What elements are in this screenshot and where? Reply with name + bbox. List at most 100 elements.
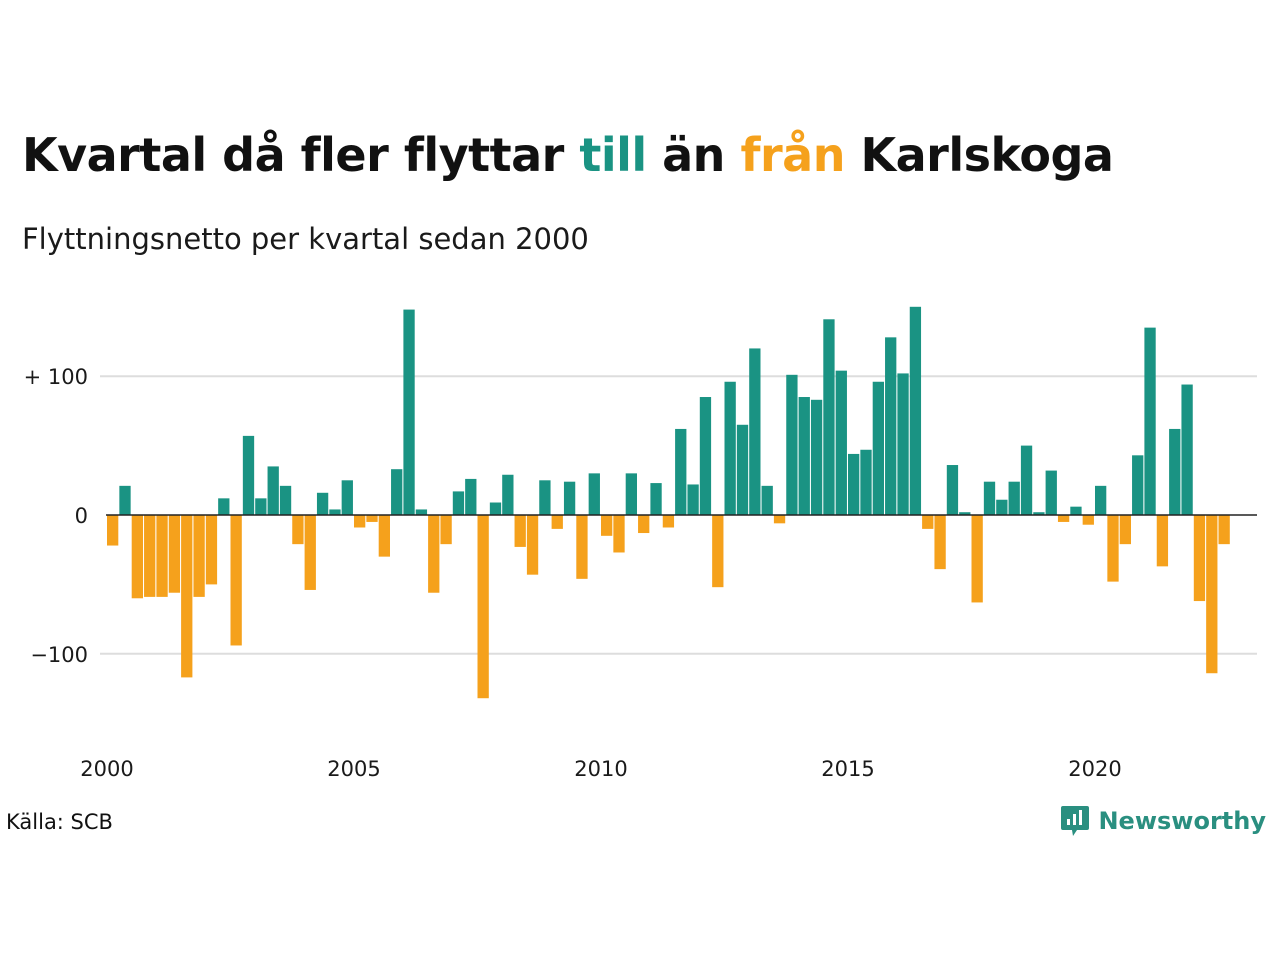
bar-positive — [650, 483, 662, 515]
bar-positive — [848, 453, 860, 515]
bar-negative — [292, 515, 304, 545]
bar-negative — [1107, 515, 1119, 582]
bar-negative — [144, 515, 156, 597]
bar-positive — [539, 480, 551, 515]
source-note: Källa: SCB — [6, 810, 113, 834]
bar-positive — [810, 399, 823, 515]
bar-negative — [638, 515, 650, 534]
bar-positive — [1144, 327, 1156, 515]
bar-positive — [786, 374, 798, 515]
bar-positive — [860, 449, 872, 515]
bar-negative — [601, 515, 613, 536]
x-tick-label: 2000 — [80, 757, 133, 781]
bar-positive — [415, 509, 428, 515]
y-tick-label: + 100 — [24, 365, 88, 389]
bar-positive — [946, 465, 959, 515]
bar-positive — [489, 502, 502, 515]
bar-positive — [1181, 384, 1193, 515]
bar-negative — [576, 515, 588, 579]
bar-positive — [1070, 506, 1082, 515]
bar-positive — [242, 435, 255, 515]
bar-negative — [514, 515, 526, 547]
bar-negative — [181, 515, 193, 678]
chart-title: Kvartal då fler flyttar till än från Kar… — [22, 128, 1114, 182]
bar-negative — [477, 515, 489, 699]
title-word-fran: från — [740, 128, 845, 182]
bar-positive — [897, 373, 909, 515]
bar-negative — [428, 515, 440, 593]
axes-group: + 100 0 −100 2000 2005 2010 2015 2020 — [24, 365, 1257, 781]
bar-negative — [922, 515, 934, 529]
y-tick-label: 0 — [75, 504, 88, 528]
bar-positive — [872, 381, 884, 515]
bar-positive — [909, 306, 922, 515]
bar-negative — [1218, 515, 1230, 545]
title-part-1: Kvartal då fler flyttar — [22, 128, 580, 182]
bar-negative — [1206, 515, 1218, 674]
bar-negative — [304, 515, 316, 590]
bar-positive — [749, 348, 761, 515]
bar-negative — [1057, 515, 1070, 522]
bar-positive — [255, 498, 267, 515]
bar-negative — [1156, 515, 1169, 567]
bar-positive — [687, 484, 699, 515]
bar-positive — [675, 428, 687, 515]
bar-positive — [218, 498, 230, 515]
bar-positive — [341, 480, 353, 515]
bar-positive — [1045, 470, 1057, 515]
bar-negative — [168, 515, 181, 593]
title-part-2: än — [646, 128, 741, 182]
newsworthy-logo: Newsworthy — [1060, 804, 1266, 838]
bar-negative — [971, 515, 983, 603]
bar-positive — [1008, 481, 1020, 515]
newsworthy-logo-text: Newsworthy — [1098, 807, 1266, 835]
bar-positive — [1132, 455, 1144, 515]
bar-positive — [329, 509, 341, 515]
bar-negative — [354, 515, 366, 528]
title-part-3: Karlskoga — [844, 128, 1114, 182]
bar-negative — [131, 515, 143, 599]
bar-positive — [316, 492, 329, 515]
bar-positive — [699, 397, 712, 515]
bar-negative — [205, 515, 218, 585]
bar-positive — [119, 485, 131, 515]
bar-positive — [983, 481, 996, 515]
bar-negative — [773, 515, 786, 524]
bar-negative — [366, 515, 378, 522]
bar-positive — [465, 478, 477, 515]
x-tick-label: 2010 — [574, 757, 627, 781]
bar-positive — [1033, 512, 1045, 515]
bar-negative — [712, 515, 724, 588]
x-tick-label: 2005 — [327, 757, 380, 781]
bar-negative — [613, 515, 625, 553]
y-tick-label: −100 — [30, 643, 88, 667]
bar-negative — [1193, 515, 1206, 602]
bar-positive — [736, 424, 749, 515]
bar-positive — [1020, 445, 1033, 515]
bar-negative — [526, 515, 539, 575]
bar-positive — [959, 512, 971, 515]
bar-negative — [156, 515, 168, 597]
bar-negative — [1119, 515, 1131, 545]
bar-negative — [1082, 515, 1094, 525]
bar-positive — [835, 370, 847, 515]
bar-positive — [502, 474, 514, 515]
bar-positive — [724, 381, 736, 515]
bar-positive — [403, 309, 415, 515]
x-tick-label: 2020 — [1068, 757, 1121, 781]
bar-negative — [230, 515, 242, 646]
bar-positive — [588, 473, 600, 515]
bar-chart: + 100 0 −100 2000 2005 2010 2015 2020 — [24, 306, 1257, 781]
bar-positive — [391, 469, 403, 515]
bar-positive — [563, 481, 576, 515]
bar-negative — [934, 515, 946, 570]
bar-negative — [378, 515, 390, 557]
chart-subtitle: Flyttningsnetto per kvartal sedan 2000 — [22, 222, 589, 256]
bar-negative — [107, 515, 119, 546]
bar-positive — [761, 485, 773, 515]
bar-positive — [625, 473, 637, 515]
bar-positive — [1095, 485, 1107, 515]
bars-group — [107, 306, 1230, 699]
x-tick-label: 2015 — [821, 757, 874, 781]
title-word-till: till — [579, 128, 647, 182]
